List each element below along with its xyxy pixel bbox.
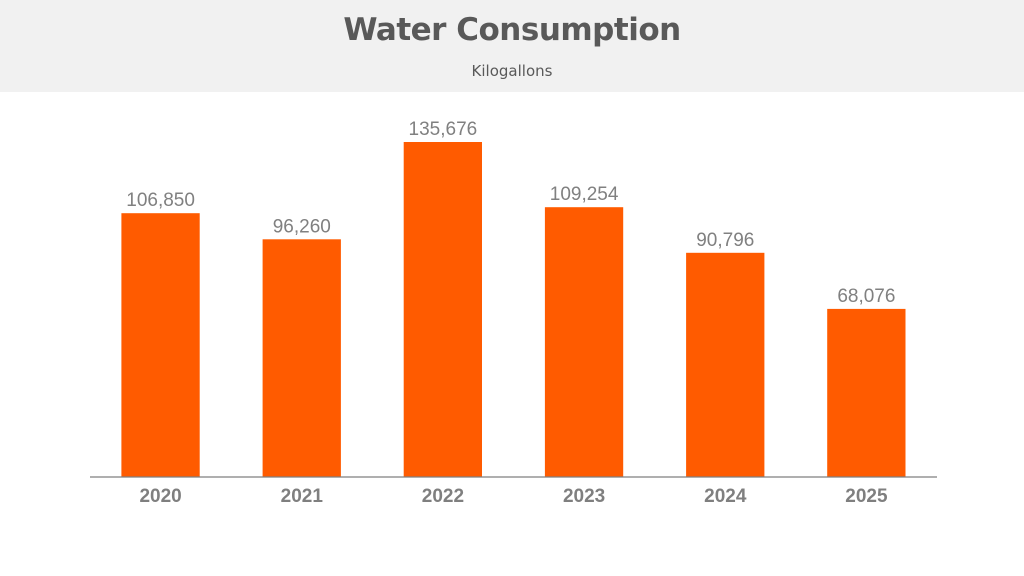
bars-group <box>121 142 906 477</box>
bar-2023 <box>544 207 624 477</box>
bar-2021 <box>262 239 341 477</box>
data-label-2024: 90,796 <box>696 230 754 251</box>
data-label-2025: 68,076 <box>837 286 895 307</box>
x-tick-label-2020: 2020 <box>139 486 181 507</box>
chart-subtitle: Kilogallons <box>471 62 553 80</box>
data-label-2021: 96,260 <box>273 216 331 237</box>
x-tick-label-2022: 2022 <box>422 486 464 507</box>
bar-2022 <box>403 142 482 477</box>
bar-2025 <box>827 308 906 477</box>
data-label-2020: 106,850 <box>126 190 195 211</box>
data-labels-group: 106,850 96,260 135,676 109,254 90,796 68,076 <box>126 119 895 307</box>
x-tick-label-2024: 2024 <box>704 486 747 507</box>
bar-2024 <box>686 252 765 477</box>
chart-title: Water Consumption <box>343 12 681 48</box>
chart-header: Water Consumption Kilogallons <box>0 0 1024 92</box>
x-tick-label-2023: 2023 <box>563 486 605 507</box>
data-label-2023: 109,254 <box>550 184 619 205</box>
x-tick-label-2021: 2021 <box>281 486 324 507</box>
x-tick-label-2025: 2025 <box>845 486 888 507</box>
x-tick-labels-group: 2020 2021 2022 2023 2024 2025 <box>139 486 888 507</box>
bar-2020 <box>121 213 200 477</box>
data-label-2022: 135,676 <box>409 119 478 140</box>
